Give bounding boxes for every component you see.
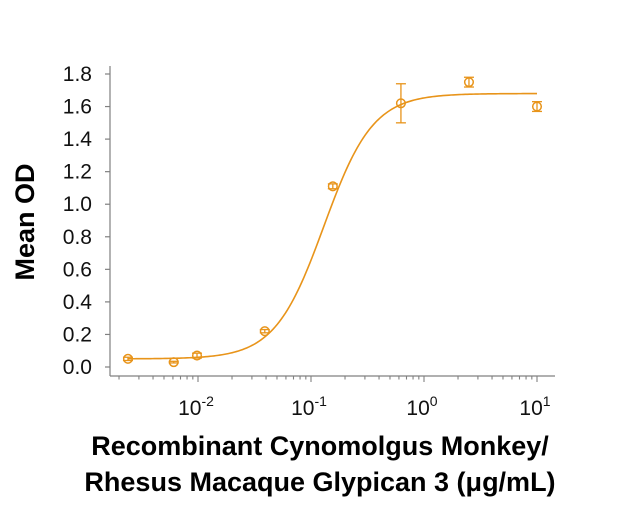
data-point — [122, 353, 134, 364]
x-axis-title-line-1: Recombinant Cynomolgus Monkey/ — [91, 431, 549, 461]
y-tick-label: 1.8 — [63, 63, 92, 86]
x-axis-title: Recombinant Cynomolgus Monkey/ Rhesus Ma… — [0, 428, 640, 500]
y-tick-label: 0.2 — [63, 323, 92, 346]
y-axis-title: Mean OD — [10, 163, 40, 280]
open-circle-marker — [463, 77, 475, 88]
y-tick-label: 0.6 — [63, 258, 92, 281]
open-circle-marker — [259, 326, 270, 337]
y-tick-label: 0.4 — [63, 291, 93, 314]
data-point — [191, 350, 203, 361]
x-tick-label: 101 — [519, 393, 550, 420]
data-point — [531, 101, 543, 113]
open-circle-marker — [122, 353, 134, 364]
open-circle-marker — [168, 357, 179, 368]
y-tick-label: 0.0 — [63, 356, 92, 379]
data-point — [327, 181, 338, 192]
y-tick-label: 1.2 — [63, 161, 92, 184]
data-point — [395, 83, 406, 124]
open-circle-marker — [395, 98, 406, 109]
x-axis: 10-2 10-1 100 101 — [110, 375, 555, 420]
y-tick-label: 1.6 — [63, 96, 92, 119]
open-circle-marker — [191, 350, 203, 361]
data-point — [463, 76, 475, 88]
fit-curve — [127, 92, 537, 360]
data-point — [168, 357, 179, 368]
x-tick-label: 10-2 — [178, 393, 214, 420]
y-tick-label: 1.4 — [63, 128, 93, 151]
data-point — [259, 326, 270, 337]
y-tick-label: 1.0 — [63, 193, 92, 216]
y-axis: 0.0 0.2 0.4 0.6 0.8 1.0 1.2 1.4 1.6 1.8 — [63, 63, 111, 379]
y-tick-label: 0.8 — [63, 226, 92, 249]
data-points — [122, 76, 543, 368]
open-circle-marker — [327, 181, 338, 192]
x-tick-label: 10-1 — [291, 393, 327, 420]
x-axis-title-line-2: Rhesus Macaque Glypican 3 (μg/mL) — [84, 467, 556, 497]
x-tick-label: 100 — [406, 393, 437, 420]
open-circle-marker — [531, 101, 543, 112]
